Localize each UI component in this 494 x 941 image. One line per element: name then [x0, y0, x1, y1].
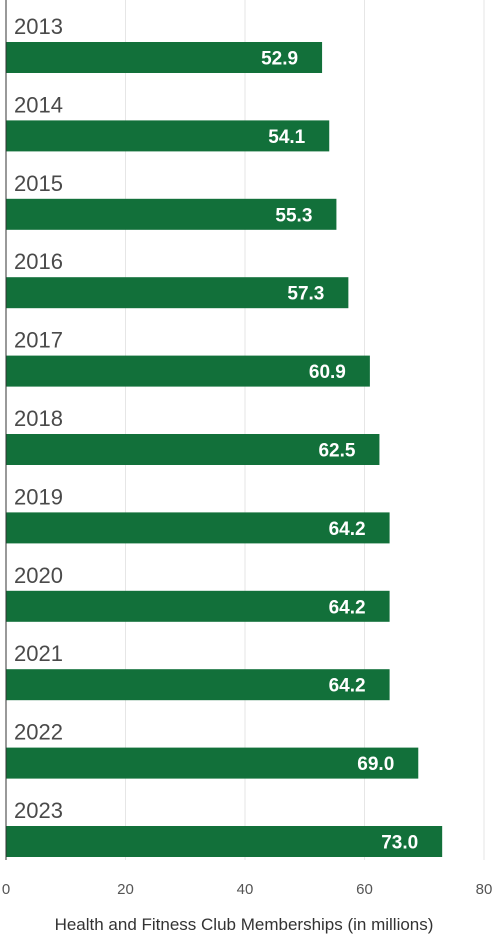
bar-2014 — [6, 120, 330, 152]
value-label: 57.3 — [287, 284, 324, 305]
value-label: 62.5 — [318, 441, 355, 462]
x-tick-label: 0 — [2, 881, 10, 898]
bars — [6, 42, 443, 857]
category-label: 2016 — [14, 249, 63, 274]
value-label: 69.0 — [357, 754, 394, 775]
x-tick-label: 40 — [237, 881, 254, 898]
x-tick-label: 80 — [476, 881, 493, 898]
bar-2023 — [6, 826, 443, 857]
category-label: 2022 — [14, 720, 63, 745]
value-label: 73.0 — [381, 833, 418, 854]
bar-2017 — [6, 355, 370, 387]
value-label: 54.1 — [268, 127, 305, 148]
x-tick-label: 60 — [356, 881, 373, 898]
category-label: 2014 — [14, 92, 63, 117]
category-label: 2018 — [14, 406, 63, 431]
value-label: 55.3 — [275, 205, 312, 226]
value-label: 52.9 — [261, 49, 298, 70]
labels: 2013 52.9 2014 54.1 2015 55.3 2016 57.3 2017 60.9… — [14, 14, 418, 854]
bar-2022 — [6, 747, 419, 779]
value-label: 64.2 — [329, 597, 366, 618]
x-axis: 0 20 40 60 80 — [2, 0, 493, 898]
category-label: 2013 — [14, 14, 63, 39]
value-label: 64.2 — [329, 519, 366, 540]
category-label: 2015 — [14, 171, 63, 196]
bar-2019 — [6, 512, 390, 544]
bar-2021 — [6, 669, 390, 701]
bar-2013 — [6, 42, 323, 73]
bar-2015 — [6, 198, 337, 230]
category-label: 2023 — [14, 798, 63, 823]
x-axis-title: Health and Fitness Club Memberships (in … — [55, 915, 434, 934]
value-label: 64.2 — [329, 676, 366, 697]
bar-2018 — [6, 434, 380, 465]
category-label: 2017 — [14, 328, 63, 353]
category-label: 2020 — [14, 563, 63, 588]
x-tick-label: 20 — [117, 881, 134, 898]
value-label: 60.9 — [309, 362, 346, 383]
category-label: 2019 — [14, 484, 63, 509]
bar-2016 — [6, 277, 349, 309]
category-label: 2021 — [14, 641, 63, 666]
bar-2020 — [6, 590, 390, 622]
